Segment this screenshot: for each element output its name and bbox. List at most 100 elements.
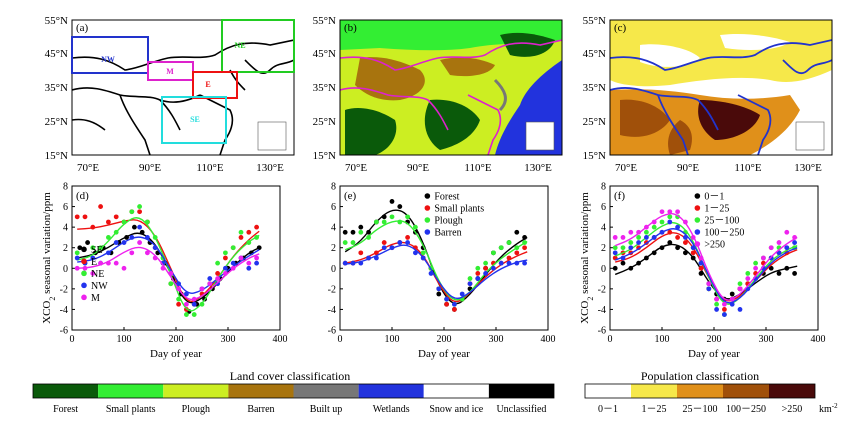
data-point: [514, 250, 520, 256]
data-point: [246, 260, 252, 266]
data-point: [381, 219, 387, 225]
legend-label: 1－25: [704, 204, 729, 215]
data-point: [483, 271, 488, 276]
x-tick-label: 300: [489, 334, 504, 345]
data-point: [74, 214, 80, 220]
data-point: [792, 240, 797, 245]
y-tick-label: 2: [331, 243, 336, 254]
region-nw-box: [71, 36, 149, 74]
region-ne-label: NE: [234, 41, 245, 50]
lat-label: 35°N: [45, 82, 68, 94]
data-point: [706, 281, 712, 287]
x-tick-label: 100: [655, 334, 670, 345]
data-point: [698, 271, 704, 276]
data-point: [191, 296, 197, 302]
map-a-regions: [71, 19, 295, 144]
data-point: [405, 240, 410, 245]
series-Barren: [342, 240, 528, 307]
data-point: [223, 271, 228, 276]
data-point: [667, 240, 673, 245]
data-point: [659, 245, 665, 251]
data-point: [483, 265, 488, 271]
data-point: [230, 245, 236, 251]
data-point: [506, 240, 512, 245]
region-nw-label: NW: [101, 55, 115, 64]
x-tick-label: 0: [338, 334, 343, 345]
legend-label: >250: [704, 240, 725, 251]
y-tick-label: 0: [63, 264, 68, 275]
inset-map: [257, 121, 287, 151]
data-point: [124, 235, 129, 240]
data-point: [612, 235, 618, 240]
legend-marker: [81, 258, 87, 265]
data-point: [651, 235, 657, 240]
data-point: [74, 250, 80, 256]
y-tick-label: -4: [60, 305, 68, 316]
data-point: [784, 265, 790, 271]
data-point: [374, 250, 379, 256]
data-point: [184, 291, 189, 297]
x-axis-label: Day of year: [150, 348, 202, 360]
data-point: [176, 296, 182, 302]
x-tick-label: 200: [437, 334, 452, 345]
data-point: [729, 296, 735, 302]
data-point: [129, 250, 135, 256]
legend-label: SE: [91, 245, 103, 256]
data-point: [176, 286, 182, 292]
data-point: [405, 214, 410, 220]
map-c-borders: [610, 39, 832, 155]
data-point: [358, 224, 364, 230]
data-point: [145, 219, 150, 225]
data-point: [729, 301, 735, 307]
data-point: [74, 265, 80, 271]
data-point: [168, 281, 174, 287]
data-point: [342, 260, 348, 266]
data-point: [784, 245, 790, 251]
lon-label: 70°E: [77, 162, 99, 174]
land-legend-swatch: [293, 384, 359, 398]
x-tick-label: 0: [608, 334, 613, 345]
y-tick-label: 6: [331, 202, 336, 213]
data-point: [729, 291, 735, 297]
y-tick-label: 0: [331, 264, 336, 275]
pop-legend-swatch: [585, 384, 631, 398]
data-point: [636, 240, 641, 245]
legend-marker: [424, 193, 431, 199]
y-tick-label: 0: [601, 264, 606, 275]
legend-label: Forest: [434, 192, 459, 203]
pop-legend-swatch: [677, 384, 723, 398]
data-point: [675, 235, 680, 240]
data-point: [745, 276, 751, 281]
data-point: [514, 245, 520, 251]
data-point: [230, 260, 236, 266]
lat-label: 25°N: [313, 116, 336, 128]
land-legend-swatch: [358, 384, 424, 398]
data-point: [628, 229, 634, 235]
y-tick-label: -6: [328, 326, 336, 337]
data-point: [389, 214, 395, 220]
region-se-label: SE: [190, 115, 200, 124]
data-point: [223, 255, 228, 261]
y-tick-label: 8: [601, 182, 606, 193]
legend-label: NE: [91, 269, 104, 280]
panel-label: (e): [344, 190, 357, 202]
data-point: [522, 235, 527, 240]
lat-label: 45°N: [45, 48, 68, 60]
data-point: [366, 235, 371, 240]
panel-label-c: (c): [614, 22, 627, 34]
data-point: [667, 209, 673, 215]
x-tick-label: 200: [169, 334, 184, 345]
data-point: [667, 214, 673, 220]
lat-label: 55°N: [313, 15, 336, 27]
lat-label: 15°N: [313, 150, 336, 162]
land-cover-legend: Forest Small plants Plough Barren Built up We…: [32, 383, 555, 415]
region-se-box: [161, 96, 227, 144]
data-point: [420, 255, 426, 261]
y-tick-label: 2: [601, 243, 606, 254]
y-axis-label: XCO2 seasonal variation/ppm: [579, 192, 595, 324]
data-point: [176, 301, 182, 307]
legend-label: 25－100: [704, 216, 739, 227]
data-point: [644, 235, 649, 240]
data-point: [238, 229, 244, 235]
land-legend-label: Built up: [310, 404, 343, 415]
